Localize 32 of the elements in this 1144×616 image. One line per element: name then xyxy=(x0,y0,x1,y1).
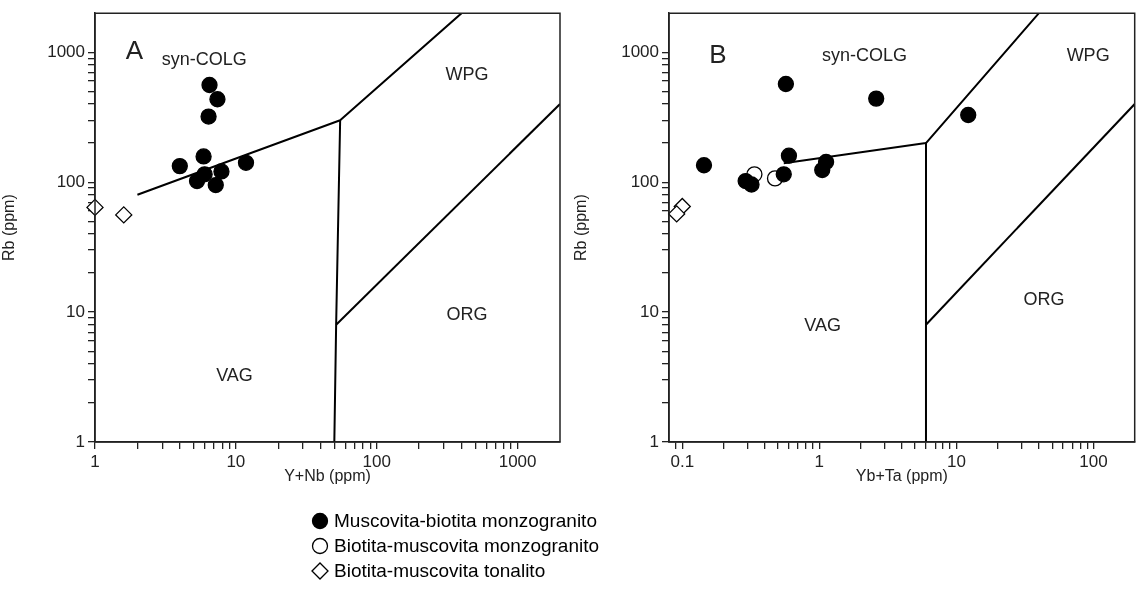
legend-label: Muscovita-biotita monzogranito xyxy=(334,509,597,532)
y-tick-label: 10 xyxy=(640,301,659,321)
annotation: syn-COLG xyxy=(822,45,908,66)
annotation: VAG xyxy=(804,315,842,336)
annotation: ORG xyxy=(1023,289,1065,310)
y-axis-title: Rb (ppm) xyxy=(0,194,18,261)
annotation: syn-COLG xyxy=(161,49,247,70)
y-tick-label: 1000 xyxy=(47,41,85,61)
x-tick-label: 100 xyxy=(1079,451,1108,471)
y-tick-label: 100 xyxy=(56,171,85,191)
y-tick-label: 10 xyxy=(66,301,85,321)
y-tick-label: 1 xyxy=(75,431,85,451)
x-tick-label: 0.1 xyxy=(670,451,695,471)
x-axis-title: Yb+Ta (ppm) xyxy=(855,466,948,484)
x-tick-label: 1 xyxy=(90,451,100,471)
x-tick-label: 10 xyxy=(226,451,246,471)
y-tick-label: 1000 xyxy=(621,41,659,61)
y-tick-label: 1 xyxy=(649,431,659,451)
annotation: VAG xyxy=(216,364,253,385)
x-tick-label: 1000 xyxy=(498,451,537,471)
annotation: WPG xyxy=(445,64,489,85)
annotation: B xyxy=(709,39,727,70)
x-axis-title: Y+Nb (ppm) xyxy=(284,466,371,484)
y-axis-title: Rb (ppm) xyxy=(572,194,590,261)
x-tick-label: 10 xyxy=(946,451,966,471)
x-tick-label: 1 xyxy=(814,451,825,471)
annotation: ORG xyxy=(446,304,488,325)
annotation: WPG xyxy=(1066,45,1110,66)
legend-label: Biotita-muscovita monzogranito xyxy=(334,534,600,557)
y-tick-label: 100 xyxy=(630,171,659,191)
legend-label: Biotita-muscovita tonalito xyxy=(334,559,546,582)
annotation: A xyxy=(125,34,144,65)
